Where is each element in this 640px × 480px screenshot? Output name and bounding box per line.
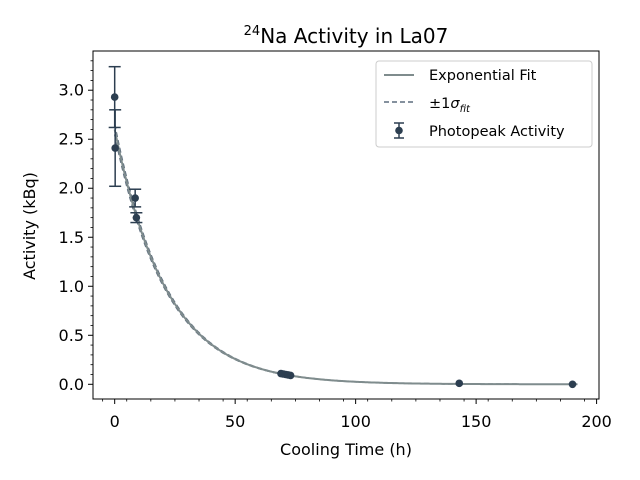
point-marker bbox=[111, 144, 119, 152]
title-main-text: Na Activity in La07 bbox=[260, 24, 448, 48]
photopeak-series bbox=[108, 65, 577, 389]
point-marker bbox=[131, 194, 139, 202]
y-tick-label: 1.0 bbox=[59, 277, 84, 296]
fit-band-lower bbox=[113, 134, 578, 386]
legend: Exponential Fit ±1σfit Photopeak Activit… bbox=[375, 60, 593, 148]
point-marker bbox=[110, 93, 119, 101]
y-axis-label: Activity (kBq) bbox=[20, 172, 39, 280]
fit-uncertainty-band bbox=[113, 124, 578, 386]
point-marker bbox=[568, 380, 577, 389]
x-tick-label: 150 bbox=[461, 412, 492, 431]
data-point bbox=[130, 211, 143, 224]
data-point bbox=[455, 379, 464, 388]
x-tick-label: 100 bbox=[340, 412, 371, 431]
x-tick-label: 0 bbox=[110, 412, 120, 431]
data-point bbox=[129, 188, 142, 208]
x-tick-label: 200 bbox=[581, 412, 612, 431]
x-axis-label: Cooling Time (h) bbox=[280, 440, 412, 459]
legend-points-label: Photopeak Activity bbox=[429, 124, 565, 140]
legend-band-prefix: ±1 bbox=[429, 96, 450, 112]
y-tick-label: 2.0 bbox=[59, 179, 84, 198]
exponential-fit-line bbox=[113, 129, 578, 386]
y-tick-label: 3.0 bbox=[59, 81, 84, 100]
point-marker bbox=[132, 213, 141, 222]
y-tick-label: 0.5 bbox=[59, 326, 84, 345]
y-axis: 0.0 0.5 1.0 1.5 2.0 2.5 3.0 bbox=[59, 60, 93, 394]
point-marker bbox=[455, 379, 464, 388]
data-point bbox=[568, 380, 577, 389]
legend-box bbox=[375, 60, 593, 148]
chart-title: 24Na Activity in La07 bbox=[244, 24, 449, 48]
fit-curve bbox=[113, 129, 578, 386]
x-tick-label: 50 bbox=[225, 412, 245, 431]
x-axis: 0 50 100 150 200 bbox=[102, 399, 612, 431]
legend-points-swatch bbox=[394, 122, 404, 139]
legend-band-subscript: fit bbox=[460, 104, 471, 115]
data-point bbox=[286, 371, 295, 380]
point-marker bbox=[286, 371, 295, 380]
fit-band-upper bbox=[113, 124, 578, 386]
y-tick-label: 0.0 bbox=[59, 375, 84, 394]
legend-fit-label: Exponential Fit bbox=[429, 68, 537, 84]
plot-frame bbox=[92, 50, 600, 400]
y-tick-label: 1.5 bbox=[59, 228, 84, 247]
title-superscript: 24 bbox=[244, 24, 261, 39]
y-tick-label: 2.5 bbox=[59, 130, 84, 149]
data-point bbox=[109, 109, 122, 188]
legend-band-sigma: σ bbox=[450, 96, 460, 112]
legend-band-label: ±1σfit bbox=[429, 96, 471, 115]
